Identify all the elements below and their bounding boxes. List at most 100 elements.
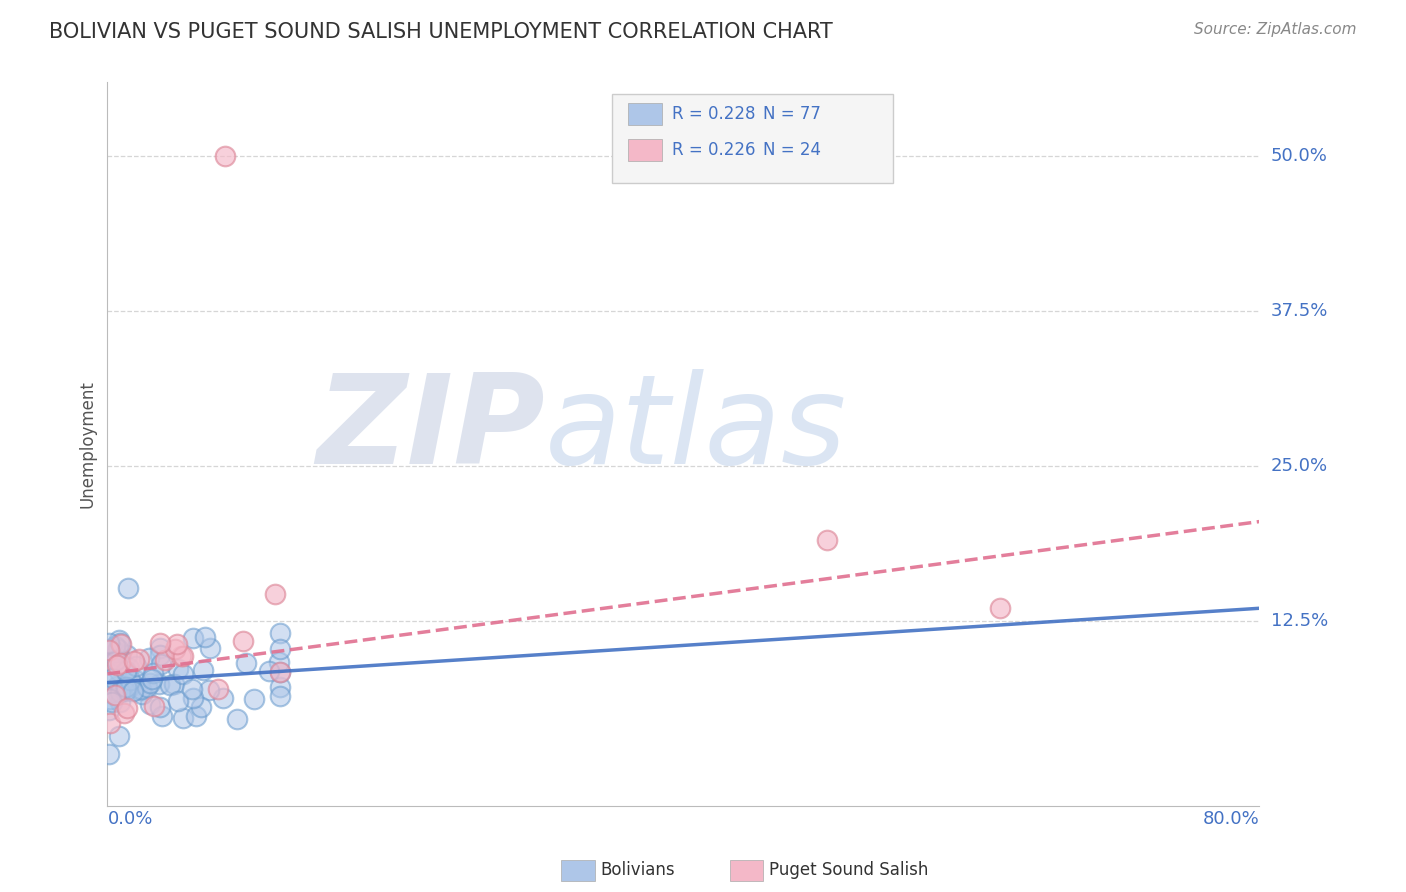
Point [100, 642, 122, 657]
Point [117, 681, 139, 696]
Point [167, 662, 190, 676]
Point [118, 673, 141, 687]
Text: N = 24: N = 24 [763, 141, 821, 159]
Point [98, 716, 121, 731]
Point [139, 697, 162, 711]
Point [172, 667, 194, 681]
Point [108, 665, 131, 679]
Point [105, 645, 128, 659]
Point [269, 680, 291, 694]
Text: ZIP: ZIP [316, 369, 546, 491]
Point [114, 684, 136, 698]
Point [148, 677, 170, 691]
Point [114, 680, 136, 694]
Point [121, 684, 143, 698]
Text: 0.0%: 0.0% [107, 810, 153, 828]
Point [101, 671, 124, 685]
Text: N = 77: N = 77 [763, 105, 821, 123]
Point [97, 636, 120, 650]
Point [167, 694, 190, 708]
Point [135, 680, 157, 694]
Point [815, 533, 838, 548]
Point [112, 706, 135, 720]
Point [170, 649, 193, 664]
Point [108, 632, 131, 647]
Point [207, 682, 229, 697]
Point [98, 692, 121, 706]
Point [190, 699, 212, 714]
Point [264, 587, 287, 601]
Point [181, 682, 204, 697]
Point [149, 640, 172, 655]
Point [150, 709, 173, 723]
Point [988, 601, 1011, 615]
Point [269, 689, 291, 703]
Text: R = 0.228: R = 0.228 [672, 105, 755, 123]
Point [269, 665, 291, 680]
Point [163, 641, 186, 656]
Point [125, 659, 148, 673]
Point [172, 648, 194, 663]
Point [243, 692, 266, 706]
Point [214, 149, 236, 163]
Text: Source: ZipAtlas.com: Source: ZipAtlas.com [1194, 22, 1357, 37]
Point [108, 636, 131, 650]
Point [129, 683, 152, 698]
Point [100, 667, 122, 681]
Point [108, 656, 131, 670]
Text: atlas: atlas [546, 369, 848, 491]
Point [191, 664, 214, 678]
Point [267, 655, 290, 669]
Point [269, 642, 291, 657]
Point [103, 656, 125, 670]
Point [110, 636, 132, 650]
Point [184, 709, 207, 723]
Point [107, 642, 129, 657]
Point [101, 695, 124, 709]
Y-axis label: Unemployment: Unemployment [79, 380, 96, 508]
Point [97, 642, 120, 657]
Point [172, 710, 194, 724]
Point [149, 648, 172, 662]
Point [98, 747, 121, 761]
Point [108, 695, 131, 709]
Point [124, 654, 146, 668]
Point [159, 678, 181, 692]
Point [235, 656, 257, 670]
Text: 80.0%: 80.0% [1202, 810, 1260, 828]
Point [141, 672, 163, 686]
Point [269, 665, 291, 679]
Point [115, 674, 138, 689]
Point [117, 581, 139, 595]
Point [115, 701, 138, 715]
Point [226, 712, 249, 726]
Text: Bolivians: Bolivians [600, 861, 675, 879]
Point [105, 679, 128, 693]
Point [212, 691, 235, 706]
Point [131, 687, 153, 701]
Point [142, 665, 165, 680]
Point [138, 676, 160, 690]
Text: R = 0.226: R = 0.226 [672, 141, 755, 159]
Point [181, 690, 204, 705]
Point [142, 698, 165, 713]
Point [104, 688, 127, 702]
Point [124, 678, 146, 692]
Point [150, 657, 173, 672]
Text: BOLIVIAN VS PUGET SOUND SALISH UNEMPLOYMENT CORRELATION CHART: BOLIVIAN VS PUGET SOUND SALISH UNEMPLOYM… [49, 22, 832, 42]
Point [115, 664, 138, 678]
Point [117, 648, 139, 663]
Point [149, 700, 172, 714]
Point [104, 639, 127, 653]
Point [198, 683, 221, 698]
Point [108, 729, 131, 743]
Point [97, 702, 120, 716]
Point [105, 653, 128, 667]
Text: Puget Sound Salish: Puget Sound Salish [769, 861, 928, 879]
Point [155, 653, 177, 667]
Point [163, 677, 186, 691]
Point [194, 630, 217, 644]
Text: 12.5%: 12.5% [1271, 612, 1329, 630]
Text: 25.0%: 25.0% [1271, 457, 1329, 475]
Text: 50.0%: 50.0% [1271, 147, 1327, 165]
